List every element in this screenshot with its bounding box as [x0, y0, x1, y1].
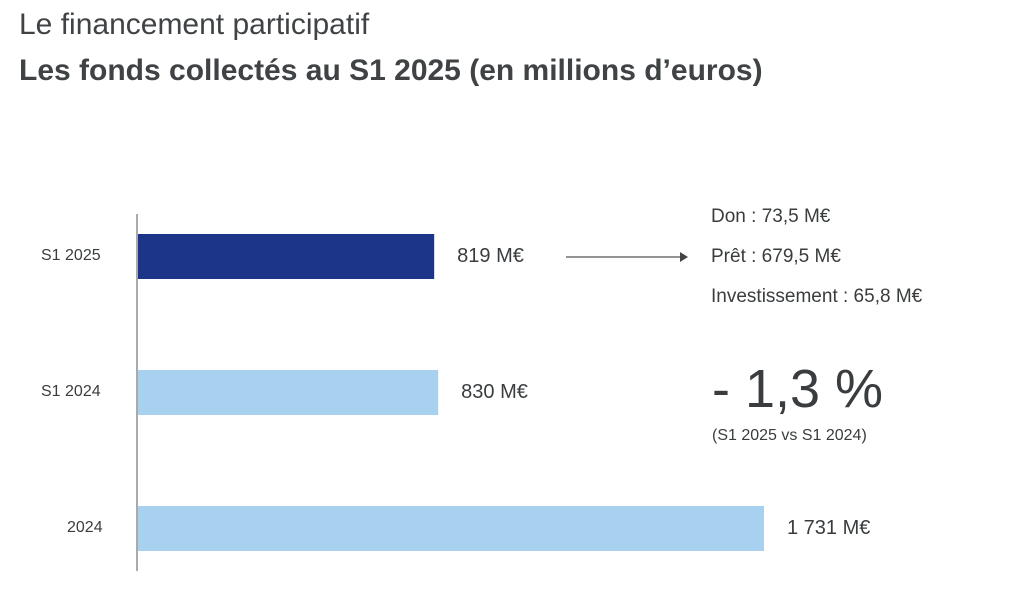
category-label: S1 2024: [41, 383, 101, 400]
bar-2: [138, 506, 764, 551]
bar-0: [138, 234, 435, 279]
chart-subtitle: Les fonds collectés au S1 2025 (en milli…: [19, 54, 763, 87]
breakdown-don: Don : 73,5 M€: [711, 206, 831, 227]
value-label: 830 M€: [461, 381, 528, 403]
value-label: 819 M€: [457, 245, 524, 267]
bar-1: [138, 370, 439, 415]
category-label: 2024: [67, 519, 103, 536]
value-label: 1 731 M€: [787, 517, 871, 539]
arrow-head-icon: [680, 252, 688, 262]
chart-title: Le financement participatif: [19, 8, 370, 41]
breakdown-pret: Prêt : 679,5 M€: [711, 246, 841, 267]
category-label: S1 2025: [41, 247, 101, 264]
change-percent: - 1,3 %: [712, 359, 884, 419]
change-note: (S1 2025 vs S1 2024): [712, 427, 867, 444]
breakdown-investissement: Investissement : 65,8 M€: [711, 286, 923, 307]
